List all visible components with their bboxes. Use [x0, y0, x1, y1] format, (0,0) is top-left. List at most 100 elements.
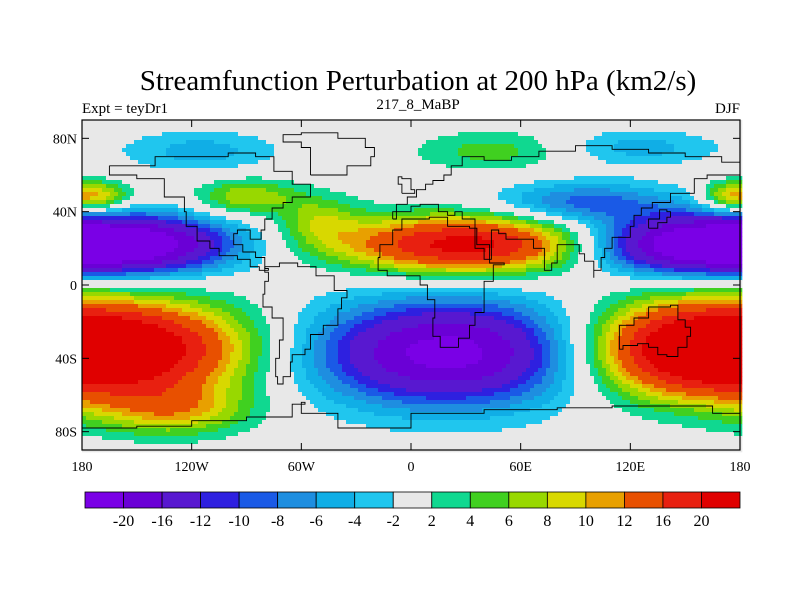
contour-cell [362, 160, 367, 165]
contour-cell [678, 148, 683, 153]
contour-cell [370, 208, 375, 213]
contour-cell [630, 144, 635, 149]
contour-cell [582, 216, 587, 221]
contour-cell [722, 136, 727, 141]
contour-cell [494, 160, 499, 165]
contour-cell [494, 148, 499, 153]
contour-cell [386, 160, 391, 165]
contour-cell [674, 180, 679, 185]
contour-cell [662, 228, 667, 233]
contour-cell [334, 208, 339, 213]
contour-cell [330, 128, 335, 133]
contour-cell [158, 144, 163, 149]
contour-cell [502, 120, 507, 125]
contour-cell [602, 152, 607, 157]
contour-cell [286, 168, 291, 173]
contour-cell [330, 124, 335, 129]
contour-cell [318, 228, 323, 233]
contour-cell [386, 180, 391, 185]
contour-cell [674, 216, 679, 221]
contour-cell [126, 208, 131, 213]
contour-cell [194, 144, 199, 149]
contour-cell [498, 184, 503, 189]
contour-cell [694, 152, 699, 157]
contour-cell [718, 180, 723, 185]
contour-cell [270, 204, 275, 209]
contour-cell [494, 136, 499, 141]
contour-cell [518, 132, 523, 137]
contour-cell [418, 196, 423, 201]
contour-cell [298, 212, 303, 217]
contour-cell [318, 140, 323, 145]
contour-cell [142, 204, 147, 209]
contour-cell [326, 216, 331, 221]
contour-cell [382, 228, 387, 233]
contour-cell [522, 128, 527, 133]
contour-cell [126, 236, 131, 241]
contour-cell [346, 180, 351, 185]
contour-cell [198, 160, 203, 165]
contour-cell [86, 208, 91, 213]
contour-cell [690, 156, 695, 161]
contour-cell [474, 204, 479, 209]
contour-cell [290, 208, 295, 213]
contour-cell [170, 212, 175, 217]
contour-cell [582, 220, 587, 225]
contour-cell [266, 204, 271, 209]
contour-cell [398, 208, 403, 213]
contour-cell [166, 236, 171, 241]
contour-cell [158, 140, 163, 145]
contour-cell [706, 148, 711, 153]
contour-cell [490, 232, 495, 237]
contour-cell [130, 220, 135, 225]
contour-cell [126, 136, 131, 141]
contour-cell [106, 176, 111, 181]
contour-cell [462, 180, 467, 185]
contour-cell [494, 196, 499, 201]
contour-cell [334, 140, 339, 145]
contour-cell [414, 200, 419, 205]
contour-cell [506, 152, 511, 157]
contour-cell [390, 220, 395, 225]
contour-cell [606, 204, 611, 209]
contour-cell [326, 140, 331, 145]
contour-cell [626, 192, 631, 197]
contour-cell [434, 152, 439, 157]
contour-cell [602, 232, 607, 237]
contour-cell [542, 232, 547, 237]
contour-cell [314, 180, 319, 185]
contour-cell [694, 192, 699, 197]
contour-cell [550, 216, 555, 221]
contour-cell [194, 128, 199, 133]
contour-cell [434, 120, 439, 125]
contour-cell [210, 124, 215, 129]
contour-cell [114, 212, 119, 217]
contour-cell [278, 236, 283, 241]
contour-cell [130, 176, 135, 181]
contour-cell [434, 236, 439, 241]
contour-cell [666, 176, 671, 181]
contour-cell [626, 156, 631, 161]
contour-cell [114, 140, 119, 145]
contour-cell [174, 156, 179, 161]
contour-cell [242, 128, 247, 133]
contour-cell [286, 192, 291, 197]
contour-cell [582, 204, 587, 209]
contour-cell [294, 192, 299, 197]
contour-cell [478, 172, 483, 177]
contour-cell [410, 220, 415, 225]
contour-cell [126, 172, 131, 177]
contour-cell [398, 216, 403, 221]
contour-cell [638, 156, 643, 161]
contour-cell [626, 148, 631, 153]
contour-cell [194, 148, 199, 153]
contour-cell [266, 144, 271, 149]
contour-cell [538, 148, 543, 153]
contour-cell [486, 212, 491, 217]
period-label: 217_8_MaBP [376, 97, 459, 113]
contour-cell [514, 140, 519, 145]
contour-cell [94, 192, 99, 197]
contour-cell [386, 152, 391, 157]
contour-cell [662, 164, 667, 169]
contour-cell [690, 208, 695, 213]
